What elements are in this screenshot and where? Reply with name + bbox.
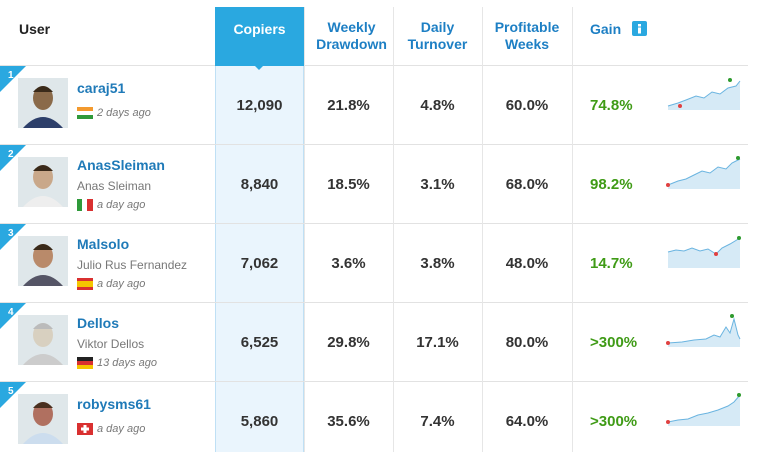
avatar — [18, 78, 68, 128]
username[interactable]: Dellos — [77, 315, 120, 331]
full-name: Anas Sleiman — [77, 179, 152, 193]
daily-turnover-cell: 17.1% — [416, 333, 459, 351]
gain-cell: 98.2% — [590, 175, 633, 193]
rank-badge — [0, 145, 26, 171]
info-icon[interactable] — [632, 21, 647, 36]
table-row: 2 AnasSleiman Anas Sleiman a day ago 8,840 18… — [0, 145, 748, 224]
rank-badge — [0, 224, 26, 250]
sort-arrow — [253, 64, 265, 70]
country-flag — [77, 107, 93, 119]
username[interactable]: AnasSleiman — [77, 157, 165, 173]
avatar — [18, 236, 68, 286]
rank-number: 3 — [8, 228, 14, 239]
profitable-weeks-cell: 80.0% — [505, 333, 549, 351]
full-name: Julio Rus Fernandez — [77, 258, 188, 272]
country-flag — [77, 199, 93, 211]
profitable-weeks-cell: 64.0% — [505, 412, 549, 430]
copiers-cell: 8,840 — [240, 175, 279, 193]
header-gain[interactable]: Gain — [590, 21, 622, 37]
avatar — [18, 315, 68, 365]
time-ago: a day ago — [97, 423, 146, 435]
header-weekly-drawdown[interactable]: Weekly Drawdown — [316, 19, 387, 52]
header-daily-turnover[interactable]: Daily Turnover — [407, 19, 468, 52]
sparkline — [667, 78, 741, 110]
rank-number: 5 — [8, 386, 14, 397]
header-user: User — [19, 21, 51, 37]
sparkline — [666, 393, 741, 426]
time-ago: a day ago — [97, 199, 146, 211]
rank-number: 2 — [8, 149, 14, 160]
profitable-weeks-cell: 68.0% — [505, 175, 549, 193]
copiers-column-bg — [215, 7, 304, 452]
daily-turnover-cell: 3.8% — [420, 254, 455, 272]
column-divider — [393, 7, 394, 452]
column-divider — [482, 7, 483, 452]
daily-turnover-cell: 7.4% — [420, 412, 455, 430]
avatar — [18, 157, 68, 207]
copiers-cell: 6,525 — [240, 333, 279, 351]
country-flag — [77, 357, 93, 369]
profitable-weeks-cell: 48.0% — [505, 254, 549, 272]
rank-badge — [0, 303, 26, 329]
time-ago: a day ago — [97, 278, 146, 290]
country-flag — [77, 278, 93, 290]
header-profitable-weeks[interactable]: Profitable Weeks — [494, 19, 560, 52]
rank-badge — [0, 66, 26, 92]
gain-cell: >300% — [590, 333, 638, 351]
copiers-cell: 12,090 — [236, 96, 283, 114]
copiers-cell: 5,860 — [240, 412, 279, 430]
table-row: 4 Dellos Viktor Dellos 13 days ago 6,525 29.8… — [0, 303, 748, 382]
table-row: 1 caraj51 2 days ago 12,090 21.8% 4.8% 60.0% 74… — [0, 66, 748, 145]
gain-cell: 74.8% — [590, 96, 633, 114]
header-copiers[interactable]: Copiers — [233, 21, 286, 37]
copiers-cell: 7,062 — [240, 254, 279, 272]
username[interactable]: caraj51 — [77, 80, 126, 96]
username[interactable]: Malsolo — [77, 236, 130, 252]
copiers-header-bg — [215, 7, 304, 66]
rank-number: 4 — [8, 307, 14, 318]
rank-badge — [0, 382, 26, 408]
sparkline — [666, 314, 741, 347]
table-row: 3 Malsolo Julio Rus Fernandez a day ago 7,06… — [0, 224, 748, 303]
username[interactable]: robysms61 — [77, 396, 151, 412]
daily-turnover-cell: 4.8% — [420, 96, 455, 114]
profitable-weeks-cell: 60.0% — [505, 96, 549, 114]
gain-cell: 14.7% — [590, 254, 633, 272]
table-row: 5 robysms61 a day ago 5,860 35.6% 7.4% 64.0% >3… — [0, 382, 748, 452]
avatar — [18, 394, 68, 444]
column-divider — [304, 7, 305, 452]
daily-turnover-cell: 3.1% — [420, 175, 455, 193]
sparkline — [667, 236, 741, 268]
gain-cell: >300% — [590, 412, 638, 430]
full-name: Viktor Dellos — [77, 337, 145, 351]
country-flag — [77, 423, 93, 435]
rank-number: 1 — [8, 70, 14, 81]
weekly-drawdown-cell: 18.5% — [327, 175, 370, 193]
sparkline — [666, 156, 741, 189]
weekly-drawdown-cell: 35.6% — [327, 412, 370, 430]
time-ago: 2 days ago — [97, 107, 151, 119]
weekly-drawdown-cell: 29.8% — [327, 333, 370, 351]
header-row — [0, 0, 748, 66]
time-ago: 13 days ago — [97, 357, 157, 369]
column-divider — [572, 7, 573, 452]
weekly-drawdown-cell: 3.6% — [331, 254, 366, 272]
weekly-drawdown-cell: 21.8% — [327, 96, 370, 114]
